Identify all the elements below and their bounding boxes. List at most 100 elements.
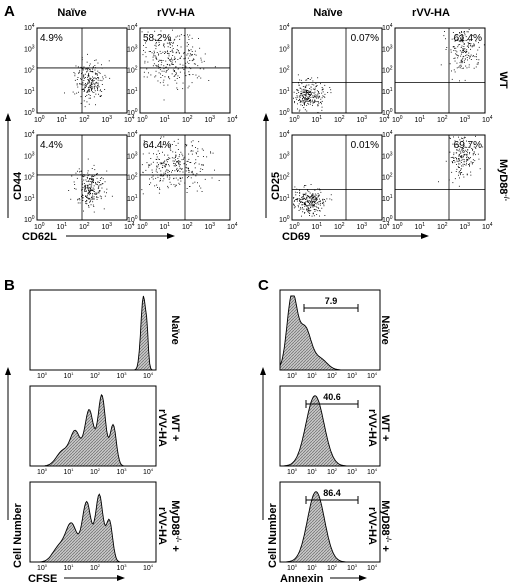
event-dots xyxy=(293,184,333,217)
x-tick-label: 104 xyxy=(379,222,390,231)
x-tick-label: 101 xyxy=(307,467,318,476)
y-tick-label: 101 xyxy=(279,87,290,96)
event-dots xyxy=(438,135,484,187)
y-tick-label: 104 xyxy=(382,130,393,139)
x-tick-label: 101 xyxy=(64,563,75,572)
x-tick-label: 102 xyxy=(182,115,193,124)
y-tick-label: 102 xyxy=(279,173,290,182)
panel-b-letter: B xyxy=(4,277,15,294)
y-tick-label: 102 xyxy=(279,66,290,75)
c-xlabel: Annexin xyxy=(280,573,324,585)
col-label-naive-left: Naïve xyxy=(57,7,86,19)
x-tick-label: 104 xyxy=(367,467,378,476)
b-ylabel: Cell Number xyxy=(12,502,24,568)
y-tick-label: 103 xyxy=(127,44,138,53)
event-dots xyxy=(440,29,485,82)
x-tick-label: 101 xyxy=(312,115,323,124)
panel-a-letter: A xyxy=(4,3,15,20)
row-label-wt: WT xyxy=(497,71,509,88)
y-tick-label: 103 xyxy=(382,151,393,160)
x-tick-label: 101 xyxy=(307,371,318,380)
col-label-rvv-right: rVV-HA xyxy=(412,7,450,19)
x-tick-label: 101 xyxy=(415,222,426,231)
y-tick-label: 101 xyxy=(24,87,35,96)
histogram-curve xyxy=(279,395,380,467)
cd25-axis-arrow xyxy=(263,113,269,218)
x-tick-label: 104 xyxy=(143,563,154,572)
y-tick-label: 100 xyxy=(279,215,290,224)
cfse-histograms: 100 101 102 103 104 100 101 102 103 104 100 101 102 1… xyxy=(29,289,157,572)
cd69-axis-label: CD69 xyxy=(282,231,310,243)
x-tick-label: 101 xyxy=(57,115,68,124)
x-tick-label: 103 xyxy=(102,115,113,124)
histogram-curve xyxy=(280,491,380,563)
event-dots xyxy=(141,136,220,195)
x-tick-label: 102 xyxy=(327,563,338,572)
b-row3-label-line1: MyD88-/- + xyxy=(169,500,181,552)
x-tick-label: 102 xyxy=(327,467,338,476)
event-dots xyxy=(68,158,113,213)
panel-c-letter: C xyxy=(258,277,269,294)
col-label-naive-right: Naïve xyxy=(313,7,342,19)
cd44-axis-label: CD44 xyxy=(12,171,24,200)
c-annexin-arrow xyxy=(330,575,367,581)
histogram-frame xyxy=(29,289,157,371)
col-label-rvv-left: rVV-HA xyxy=(157,7,195,19)
y-tick-label: 103 xyxy=(279,151,290,160)
gate-percentage: 7.9 xyxy=(325,296,338,306)
x-tick-label: 100 xyxy=(37,371,48,380)
gate-percentage: 40.6 xyxy=(323,392,341,402)
x-tick-label: 101 xyxy=(415,115,426,124)
x-tick-label: 104 xyxy=(379,115,390,124)
x-tick-label: 103 xyxy=(102,222,113,231)
y-tick-label: 102 xyxy=(127,173,138,182)
x-tick-label: 103 xyxy=(357,222,368,231)
y-tick-label: 100 xyxy=(279,108,290,117)
y-tick-label: 100 xyxy=(382,215,393,224)
cd62l-axis-label: CD62L xyxy=(22,231,57,243)
x-tick-label: 103 xyxy=(347,371,358,380)
quadrant-percentage: 64.4% xyxy=(143,140,171,151)
c-row3-label-line1: MyD88-/- + xyxy=(379,500,391,552)
histogram-curve xyxy=(30,493,156,563)
x-tick-label: 100 xyxy=(392,222,403,231)
x-tick-label: 102 xyxy=(437,115,448,124)
row-label-myd88-text: MyD88 xyxy=(497,159,509,194)
y-tick-label: 103 xyxy=(382,44,393,53)
x-tick-label: 104 xyxy=(227,115,238,124)
y-tick-label: 102 xyxy=(24,66,35,75)
event-dots xyxy=(293,74,332,113)
x-tick-label: 101 xyxy=(160,222,171,231)
b-cfse-arrow xyxy=(64,575,125,581)
y-tick-label: 100 xyxy=(127,108,138,117)
x-tick-label: 100 xyxy=(37,563,48,572)
y-tick-label: 102 xyxy=(24,173,35,182)
x-tick-label: 101 xyxy=(57,222,68,231)
x-tick-label: 101 xyxy=(307,563,318,572)
x-tick-label: 100 xyxy=(287,563,298,572)
x-tick-label: 103 xyxy=(460,115,471,124)
x-tick-label: 102 xyxy=(334,115,345,124)
x-tick-label: 100 xyxy=(137,115,148,124)
x-tick-label: 103 xyxy=(347,467,358,476)
x-tick-label: 104 xyxy=(367,563,378,572)
plot-frame xyxy=(394,27,486,114)
y-tick-label: 101 xyxy=(382,87,393,96)
y-tick-label: 103 xyxy=(24,151,35,160)
quadrant-percentage: 58.2% xyxy=(143,33,171,44)
x-tick-label: 102 xyxy=(79,115,90,124)
y-tick-label: 104 xyxy=(279,130,290,139)
event-dots xyxy=(141,29,216,101)
y-tick-label: 101 xyxy=(279,194,290,203)
cd25-axis-label: CD25 xyxy=(270,172,282,200)
x-tick-label: 101 xyxy=(312,222,323,231)
x-tick-label: 103 xyxy=(347,563,358,572)
x-tick-label: 104 xyxy=(143,371,154,380)
y-tick-label: 104 xyxy=(279,23,290,32)
y-tick-label: 102 xyxy=(382,173,393,182)
